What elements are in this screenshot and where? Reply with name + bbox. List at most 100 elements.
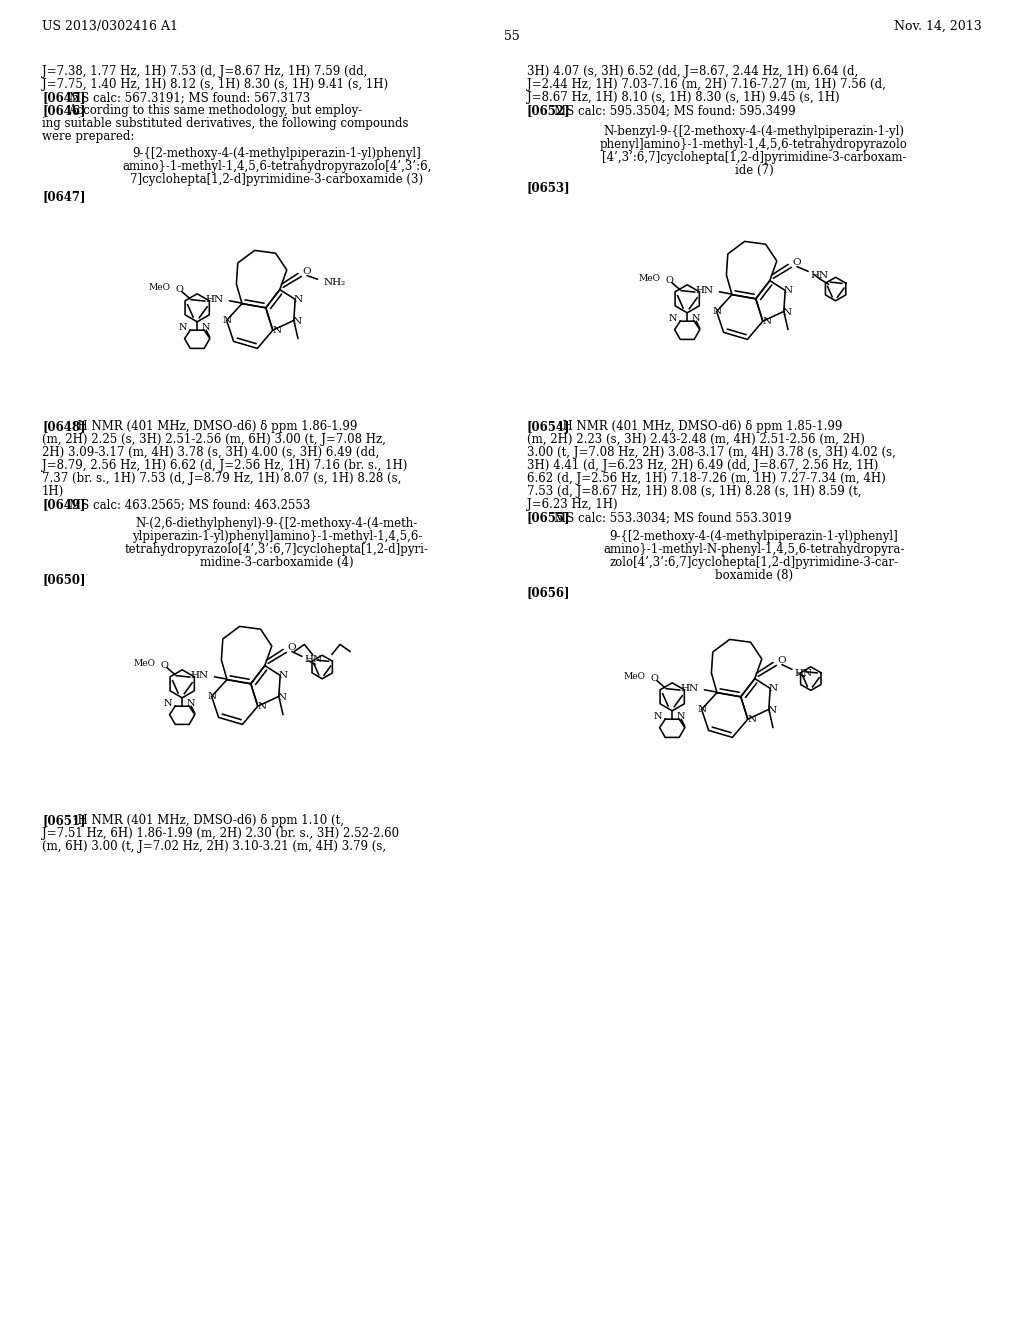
Text: N: N	[692, 314, 700, 323]
Text: MeO: MeO	[133, 659, 156, 668]
Text: US 2013/0302416 A1: US 2013/0302416 A1	[42, 20, 178, 33]
Text: [0655]: [0655]	[527, 511, 570, 524]
Text: [0648]: [0648]	[42, 420, 85, 433]
Text: HN: HN	[681, 684, 698, 693]
Text: midine-3-carboxamide (4): midine-3-carboxamide (4)	[200, 556, 354, 569]
Text: [4’,3’:6,7]cyclohepta[1,2-d]pyrimidine-3-carboxam-: [4’,3’:6,7]cyclohepta[1,2-d]pyrimidine-3…	[602, 150, 906, 164]
Text: [0652]: [0652]	[527, 104, 570, 117]
Text: N: N	[207, 692, 216, 701]
Text: MS calc: 463.2565; MS found: 463.2553: MS calc: 463.2565; MS found: 463.2553	[69, 498, 310, 511]
Text: amino}-1-methyl-N-phenyl-1,4,5,6-tetrahydropyra-: amino}-1-methyl-N-phenyl-1,4,5,6-tetrahy…	[603, 543, 904, 556]
Text: 3H) 4.41 (d, J=6.23 Hz, 2H) 6.49 (dd, J=8.67, 2.56 Hz, 1H): 3H) 4.41 (d, J=6.23 Hz, 2H) 6.49 (dd, J=…	[527, 459, 879, 473]
Text: ylpiperazin-1-yl)phenyl]amino}-1-methyl-1,4,5,6-: ylpiperazin-1-yl)phenyl]amino}-1-methyl-…	[132, 531, 422, 543]
Text: boxamide (8): boxamide (8)	[715, 569, 793, 582]
Text: 1H): 1H)	[42, 484, 65, 498]
Text: tetrahydropyrazolo[4’,3’:6,7]cyclohepta[1,2-d]pyri-: tetrahydropyrazolo[4’,3’:6,7]cyclohepta[…	[125, 543, 429, 556]
Text: J=8.67 Hz, 1H) 8.10 (s, 1H) 8.30 (s, 1H) 9.45 (s, 1H): J=8.67 Hz, 1H) 8.10 (s, 1H) 8.30 (s, 1H)…	[527, 91, 840, 104]
Text: HN: HN	[794, 668, 812, 677]
Text: N: N	[222, 315, 231, 325]
Text: 7]cyclohepta[1,2-d]pyrimidine-3-carboxamide (3): 7]cyclohepta[1,2-d]pyrimidine-3-carboxam…	[130, 173, 424, 186]
Text: 55: 55	[504, 30, 520, 44]
Text: N: N	[178, 323, 187, 333]
Text: 9-{[2-methoxy-4-(4-methylpiperazin-1-yl)phenyl]: 9-{[2-methoxy-4-(4-methylpiperazin-1-yl)…	[609, 531, 898, 543]
Text: J=7.51 Hz, 6H) 1.86-1.99 (m, 2H) 2.30 (br. s., 3H) 2.52-2.60: J=7.51 Hz, 6H) 1.86-1.99 (m, 2H) 2.30 (b…	[42, 828, 399, 840]
Text: [0646]: [0646]	[42, 104, 85, 117]
Text: 9-{[2-methoxy-4-(4-methylpiperazin-1-yl)phenyl]: 9-{[2-methoxy-4-(4-methylpiperazin-1-yl)…	[133, 147, 421, 160]
Text: ¹H NMR (401 MHz, DMSO-d6) δ ppm 1.86-1.99: ¹H NMR (401 MHz, DMSO-d6) δ ppm 1.86-1.9…	[69, 420, 357, 433]
Text: ¹H NMR (401 MHz, DMSO-d6) δ ppm 1.85-1.99: ¹H NMR (401 MHz, DMSO-d6) δ ppm 1.85-1.9…	[554, 420, 842, 433]
Text: 7.53 (d, J=8.67 Hz, 1H) 8.08 (s, 1H) 8.28 (s, 1H) 8.59 (t,: 7.53 (d, J=8.67 Hz, 1H) 8.08 (s, 1H) 8.2…	[527, 484, 861, 498]
Text: MeO: MeO	[639, 275, 660, 284]
Text: O: O	[302, 267, 310, 276]
Text: were prepared:: were prepared:	[42, 129, 134, 143]
Text: NH₂: NH₂	[324, 279, 345, 286]
Text: O: O	[665, 276, 673, 285]
Text: O: O	[175, 285, 183, 294]
Text: ¹H NMR (401 MHz, DMSO-d6) δ ppm 1.10 (t,: ¹H NMR (401 MHz, DMSO-d6) δ ppm 1.10 (t,	[69, 814, 343, 828]
Text: HN: HN	[695, 286, 714, 294]
Text: N: N	[748, 714, 757, 723]
Text: Nov. 14, 2013: Nov. 14, 2013	[894, 20, 982, 33]
Text: O: O	[793, 257, 801, 267]
Text: [0647]: [0647]	[42, 190, 85, 203]
Text: N: N	[768, 684, 777, 693]
Text: N: N	[294, 294, 302, 304]
Text: (m, 2H) 2.23 (s, 3H) 2.43-2.48 (m, 4H) 2.51-2.56 (m, 2H): (m, 2H) 2.23 (s, 3H) 2.43-2.48 (m, 4H) 2…	[527, 433, 865, 446]
Text: N: N	[697, 705, 707, 714]
Text: [0651]: [0651]	[42, 814, 85, 828]
Text: [0650]: [0650]	[42, 573, 85, 586]
Text: O: O	[777, 656, 785, 665]
Text: [0653]: [0653]	[527, 181, 570, 194]
Text: N: N	[763, 317, 771, 326]
Text: N: N	[783, 286, 793, 294]
Text: O: O	[650, 675, 658, 684]
Text: HN: HN	[190, 671, 209, 680]
Text: 3H) 4.07 (s, 3H) 6.52 (dd, J=8.67, 2.44 Hz, 1H) 6.64 (d,: 3H) 4.07 (s, 3H) 6.52 (dd, J=8.67, 2.44 …	[527, 65, 858, 78]
Text: N: N	[257, 702, 266, 710]
Text: N-(2,6-diethylphenyl)-9-{[2-methoxy-4-(4-meth-: N-(2,6-diethylphenyl)-9-{[2-methoxy-4-(4…	[136, 517, 418, 531]
Text: N: N	[164, 700, 172, 709]
Text: ide (7): ide (7)	[734, 164, 773, 177]
Text: N: N	[782, 309, 792, 317]
Text: (m, 2H) 2.25 (s, 3H) 2.51-2.56 (m, 6H) 3.00 (t, J=7.08 Hz,: (m, 2H) 2.25 (s, 3H) 2.51-2.56 (m, 6H) 3…	[42, 433, 386, 446]
Text: ing suitable substituted derivatives, the following compounds: ing suitable substituted derivatives, th…	[42, 117, 409, 129]
Text: N: N	[202, 323, 210, 333]
Text: [0649]: [0649]	[42, 498, 85, 511]
Text: [0656]: [0656]	[527, 586, 570, 599]
Text: 6.62 (d, J=2.56 Hz, 1H) 7.18-7.26 (m, 1H) 7.27-7.34 (m, 4H): 6.62 (d, J=2.56 Hz, 1H) 7.18-7.26 (m, 1H…	[527, 473, 886, 484]
Text: HN: HN	[304, 656, 323, 664]
Text: 7.37 (br. s., 1H) 7.53 (d, J=8.79 Hz, 1H) 8.07 (s, 1H) 8.28 (s,: 7.37 (br. s., 1H) 7.53 (d, J=8.79 Hz, 1H…	[42, 473, 401, 484]
Text: N: N	[278, 693, 286, 702]
Text: J=7.38, 1.77 Hz, 1H) 7.53 (d, J=8.67 Hz, 1H) 7.59 (dd,: J=7.38, 1.77 Hz, 1H) 7.53 (d, J=8.67 Hz,…	[42, 65, 368, 78]
Text: N: N	[279, 671, 288, 680]
Text: N: N	[712, 306, 721, 315]
Text: MeO: MeO	[624, 672, 645, 681]
Text: 2H) 3.09-3.17 (m, 4H) 3.78 (s, 3H) 4.00 (s, 3H) 6.49 (dd,: 2H) 3.09-3.17 (m, 4H) 3.78 (s, 3H) 4.00 …	[42, 446, 379, 459]
Text: N: N	[272, 326, 282, 335]
Text: N: N	[677, 713, 685, 722]
Text: zolo[4’,3’:6,7]cyclohepta[1,2-d]pyrimidine-3-car-: zolo[4’,3’:6,7]cyclohepta[1,2-d]pyrimidi…	[609, 556, 899, 569]
Text: N: N	[292, 317, 301, 326]
Text: HN: HN	[206, 294, 224, 304]
Text: N-benzyl-9-{[2-methoxy-4-(4-methylpiperazin-1-yl): N-benzyl-9-{[2-methoxy-4-(4-methylpipera…	[603, 125, 904, 139]
Text: N: N	[767, 706, 776, 715]
Text: MS calc: 567.3191; MS found: 567.3173: MS calc: 567.3191; MS found: 567.3173	[69, 91, 310, 104]
Text: (m, 6H) 3.00 (t, J=7.02 Hz, 2H) 3.10-3.21 (m, 4H) 3.79 (s,: (m, 6H) 3.00 (t, J=7.02 Hz, 2H) 3.10-3.2…	[42, 840, 386, 853]
Text: N: N	[669, 314, 677, 323]
Text: [0645]: [0645]	[42, 91, 85, 104]
Text: N: N	[653, 713, 662, 722]
Text: According to this same methodology, but employ-: According to this same methodology, but …	[69, 104, 362, 117]
Text: J=6.23 Hz, 1H): J=6.23 Hz, 1H)	[527, 498, 617, 511]
Text: MS calc: 595.3504; MS found: 595.3499: MS calc: 595.3504; MS found: 595.3499	[554, 104, 796, 117]
Text: MeO: MeO	[148, 284, 171, 292]
Text: J=7.75, 1.40 Hz, 1H) 8.12 (s, 1H) 8.30 (s, 1H) 9.41 (s, 1H): J=7.75, 1.40 Hz, 1H) 8.12 (s, 1H) 8.30 (…	[42, 78, 388, 91]
Text: HN: HN	[810, 271, 828, 280]
Text: MS calc: 553.3034; MS found 553.3019: MS calc: 553.3034; MS found 553.3019	[554, 511, 791, 524]
Text: [0654]: [0654]	[527, 420, 570, 433]
Text: J=2.44 Hz, 1H) 7.03-7.16 (m, 2H) 7.16-7.27 (m, 1H) 7.56 (d,: J=2.44 Hz, 1H) 7.03-7.16 (m, 2H) 7.16-7.…	[527, 78, 886, 91]
Text: O: O	[160, 661, 168, 671]
Text: amino}-1-methyl-1,4,5,6-tetrahydropyrazolo[4’,3’:6,: amino}-1-methyl-1,4,5,6-tetrahydropyrazo…	[122, 160, 432, 173]
Text: J=8.79, 2.56 Hz, 1H) 6.62 (d, J=2.56 Hz, 1H) 7.16 (br. s., 1H): J=8.79, 2.56 Hz, 1H) 6.62 (d, J=2.56 Hz,…	[42, 459, 408, 473]
Text: phenyl]amino}-1-methyl-1,4,5,6-tetrahydropyrazolo: phenyl]amino}-1-methyl-1,4,5,6-tetrahydr…	[600, 139, 908, 150]
Text: 3.00 (t, J=7.08 Hz, 2H) 3.08-3.17 (m, 4H) 3.78 (s, 3H) 4.02 (s,: 3.00 (t, J=7.08 Hz, 2H) 3.08-3.17 (m, 4H…	[527, 446, 896, 459]
